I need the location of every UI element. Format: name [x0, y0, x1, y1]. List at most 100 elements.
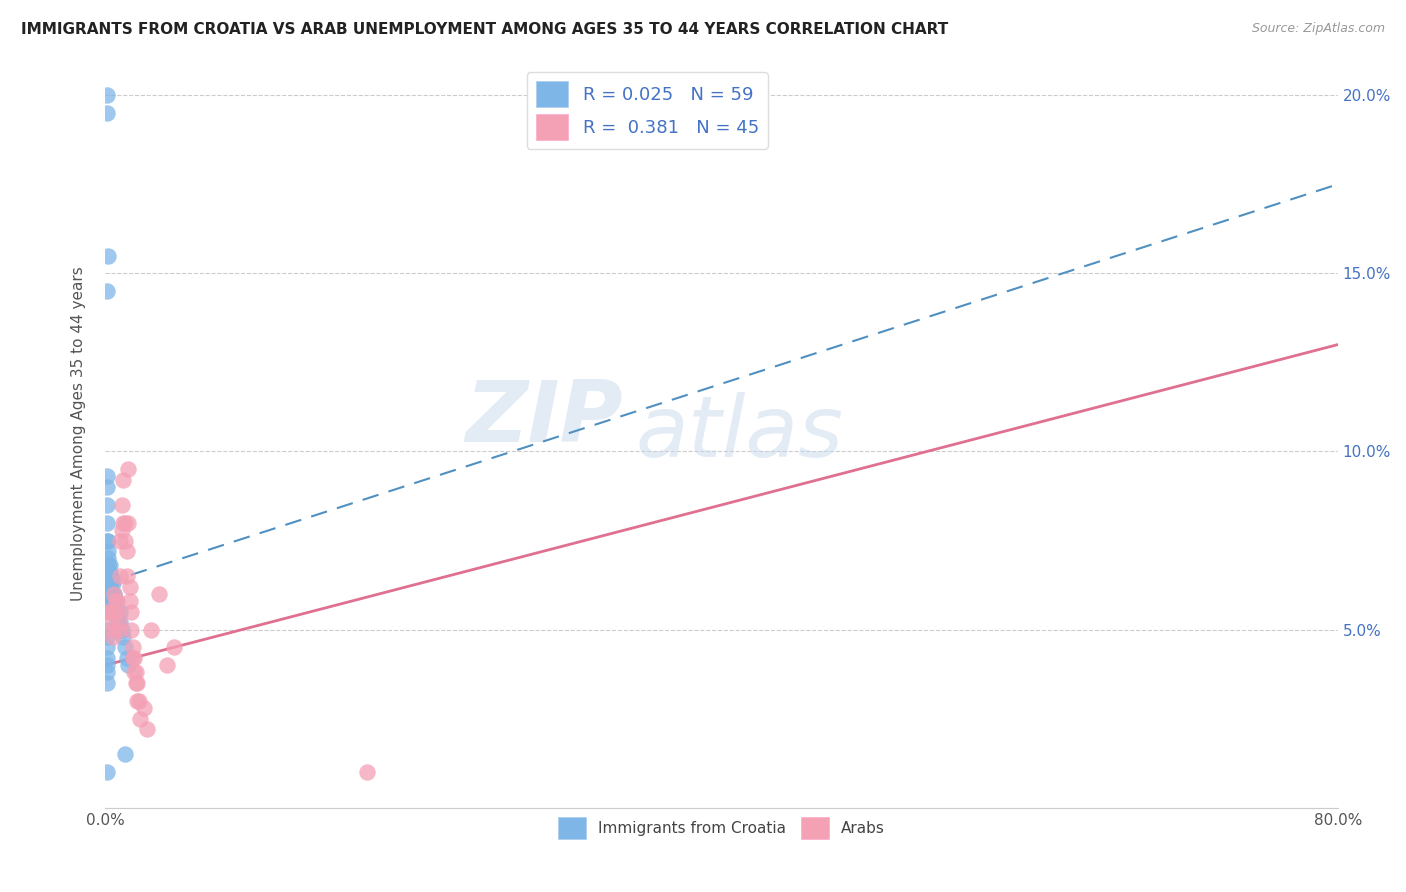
Point — [111, 623, 134, 637]
Point — [125, 665, 148, 680]
Point — [101, 605, 124, 619]
Point — [100, 569, 122, 583]
Point — [112, 516, 135, 530]
Point — [100, 605, 122, 619]
Point — [117, 516, 139, 530]
Point — [115, 651, 138, 665]
Point — [115, 544, 138, 558]
Point — [105, 615, 128, 630]
Point — [98, 587, 121, 601]
Point — [115, 569, 138, 583]
Point — [112, 630, 135, 644]
Point — [97, 551, 120, 566]
Point — [127, 676, 149, 690]
Point — [125, 676, 148, 690]
Point — [163, 640, 186, 655]
Point — [156, 658, 179, 673]
Point — [98, 558, 121, 573]
Point — [128, 694, 150, 708]
Point — [117, 462, 139, 476]
Point — [135, 723, 157, 737]
Point — [118, 594, 141, 608]
Point — [103, 587, 125, 601]
Point — [97, 558, 120, 573]
Point — [111, 498, 134, 512]
Point — [97, 580, 120, 594]
Text: atlas: atlas — [636, 392, 844, 475]
Point — [97, 248, 120, 262]
Point — [96, 605, 118, 619]
Point — [96, 284, 118, 298]
Point — [356, 765, 378, 780]
Point — [117, 658, 139, 673]
Point — [105, 594, 128, 608]
Point — [104, 605, 127, 619]
Point — [97, 580, 120, 594]
Point — [103, 594, 125, 608]
Point — [98, 587, 121, 601]
Point — [97, 569, 120, 583]
Point — [97, 544, 120, 558]
Point — [96, 665, 118, 680]
Point — [148, 587, 170, 601]
Point — [104, 594, 127, 608]
Point — [121, 640, 143, 655]
Point — [108, 615, 131, 630]
Point — [129, 712, 152, 726]
Point — [98, 566, 121, 580]
Point — [96, 640, 118, 655]
Point — [96, 651, 118, 665]
Point — [96, 106, 118, 120]
Point — [110, 533, 132, 548]
Point — [98, 580, 121, 594]
Point — [96, 516, 118, 530]
Point — [114, 516, 136, 530]
Text: Source: ZipAtlas.com: Source: ZipAtlas.com — [1251, 22, 1385, 36]
Point — [101, 630, 124, 644]
Point — [120, 605, 142, 619]
Point — [110, 615, 132, 630]
Point — [110, 569, 132, 583]
Point — [96, 623, 118, 637]
Point — [112, 473, 135, 487]
Point — [96, 533, 118, 548]
Point — [98, 569, 121, 583]
Point — [101, 623, 124, 637]
Point — [105, 605, 128, 619]
Point — [97, 533, 120, 548]
Point — [114, 747, 136, 762]
Point — [121, 651, 143, 665]
Point — [101, 587, 124, 601]
Point — [105, 605, 128, 619]
Point — [96, 498, 118, 512]
Point — [100, 615, 122, 630]
Point — [104, 594, 127, 608]
Point — [100, 594, 122, 608]
Point — [96, 88, 118, 103]
Point — [111, 523, 134, 537]
Point — [104, 605, 127, 619]
Point — [108, 623, 131, 637]
Point — [96, 630, 118, 644]
Point — [122, 651, 145, 665]
Point — [127, 694, 149, 708]
Point — [98, 576, 121, 591]
Point — [114, 640, 136, 655]
Point — [101, 594, 124, 608]
Point — [103, 587, 125, 601]
Point — [98, 594, 121, 608]
Point — [98, 594, 121, 608]
Point — [114, 533, 136, 548]
Point — [122, 665, 145, 680]
Point — [141, 623, 163, 637]
Point — [96, 480, 118, 494]
Point — [96, 676, 118, 690]
Point — [98, 605, 121, 619]
Point — [100, 587, 122, 601]
Point — [108, 623, 131, 637]
Point — [97, 558, 120, 573]
Y-axis label: Unemployment Among Ages 35 to 44 years: Unemployment Among Ages 35 to 44 years — [72, 267, 86, 601]
Point — [110, 605, 132, 619]
Legend: Immigrants from Croatia, Arabs: Immigrants from Croatia, Arabs — [553, 811, 891, 845]
Point — [96, 658, 118, 673]
